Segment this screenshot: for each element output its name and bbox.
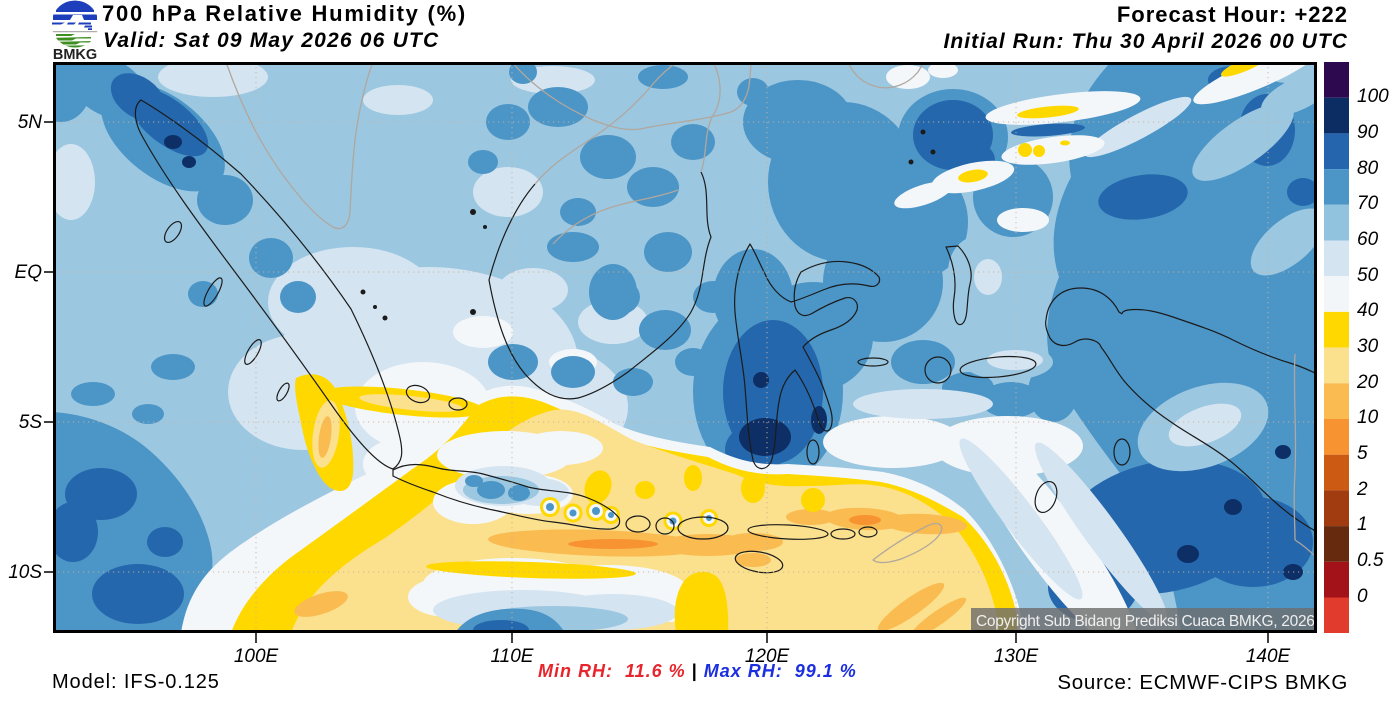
svg-text:Copyright Sub Bidang Prediksi: Copyright Sub Bidang Prediksi Cuaca BMKG… (976, 613, 1315, 630)
svg-text:BMKG: BMKG (53, 47, 97, 60)
